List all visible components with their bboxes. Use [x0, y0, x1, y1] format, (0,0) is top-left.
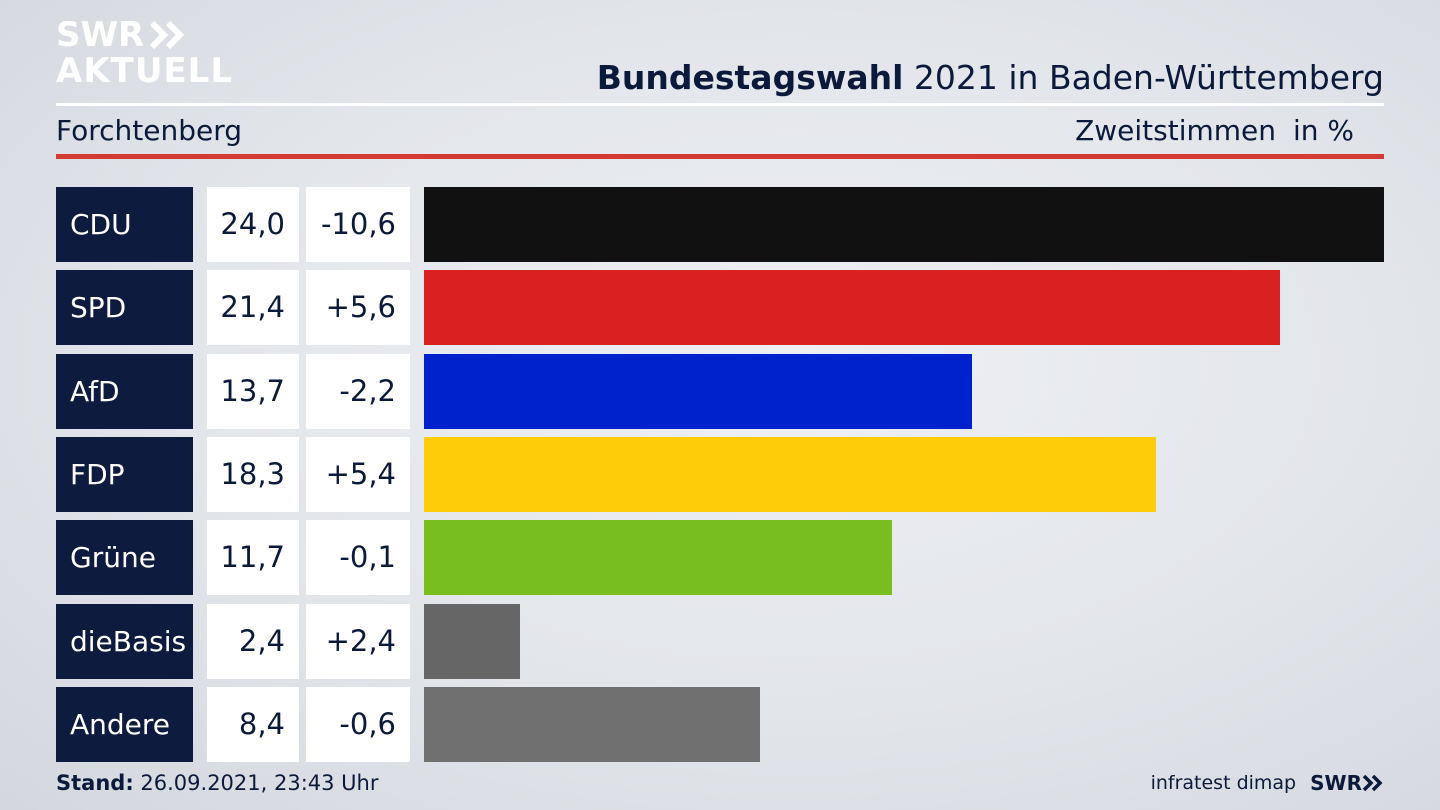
bar-grüne [424, 520, 892, 595]
measure-label: Zweitstimmen [1075, 114, 1276, 147]
double-chevron-icon [150, 20, 185, 50]
bar-fdp [424, 437, 1156, 512]
unit-label: in % [1292, 114, 1354, 147]
bar-andere [424, 687, 760, 762]
source-label: infratest dimap [1150, 772, 1297, 794]
swr-footer-logo: SWR [1310, 771, 1384, 795]
vote-share-value: 11,7 [207, 520, 299, 595]
stand-value: 26.09.2021, 23:43 Uhr [133, 771, 379, 795]
place-name: Forchtenberg [56, 114, 243, 147]
stand-label: Stand: [56, 771, 134, 795]
swr-aktuell-logo: SWR AKTUELL [56, 18, 233, 88]
party-label: SPD [56, 270, 193, 345]
vote-change-value: -2,2 [306, 354, 410, 429]
bar-cdu [424, 187, 1384, 262]
party-label: CDU [56, 187, 193, 262]
party-label: AfD [56, 354, 193, 429]
vote-share-value: 13,7 [207, 354, 299, 429]
party-label: Andere [56, 687, 193, 762]
double-chevron-icon [1362, 774, 1383, 792]
vote-change-value: -10,6 [306, 187, 410, 262]
logo-swr-text: SWR [56, 15, 145, 55]
bar-afd [424, 354, 972, 429]
vote-share-value: 21,4 [207, 270, 299, 345]
vote-change-value: +5,6 [306, 270, 410, 345]
title-rest: 2021 in Baden-Württemberg [903, 58, 1384, 97]
vote-share-value: 24,0 [207, 187, 299, 262]
party-label: dieBasis [56, 604, 193, 679]
vote-change-value: +5,4 [306, 437, 410, 512]
vote-share-value: 18,3 [207, 437, 299, 512]
red-divider [56, 154, 1384, 159]
party-label: Grüne [56, 520, 193, 595]
chart-title: Bundestagswahl 2021 in Baden-Württemberg [597, 58, 1384, 97]
bar-diebasis [424, 604, 520, 679]
timestamp: Stand: 26.09.2021, 23:43 Uhr [56, 771, 379, 795]
party-label: FDP [56, 437, 193, 512]
vote-change-value: -0,1 [306, 520, 410, 595]
logo-aktuell-text: AKTUELL [56, 51, 234, 91]
title-bold: Bundestagswahl [596, 58, 904, 97]
vote-change-value: -0,6 [306, 687, 410, 762]
vote-change-value: +2,4 [306, 604, 410, 679]
vote-share-value: 8,4 [207, 687, 299, 762]
bar-spd [424, 270, 1280, 345]
header-divider [56, 103, 1384, 106]
footer-credits: infratest dimap SWR [1151, 771, 1384, 795]
vote-share-value: 2,4 [207, 604, 299, 679]
swr-footer-text: SWR [1310, 771, 1362, 795]
